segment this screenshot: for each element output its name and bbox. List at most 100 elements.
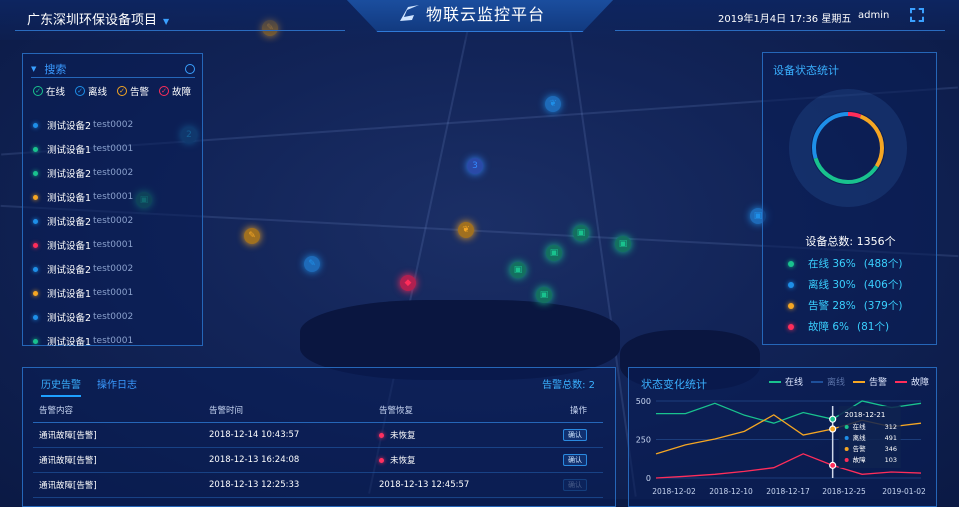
donut-outer-ring [789,89,907,207]
device-name: 测试设备2 [47,169,92,180]
x-tick-label: 2019-01-02 [882,487,926,496]
column-header: 告警时间 [203,398,373,423]
stat-count: (81个) [857,321,890,333]
map-marker-icon[interactable]: ❦ [458,222,474,238]
tooltip-point [829,461,837,469]
recovery-text: 2018-12-13 12:45:57 [379,479,470,490]
tab-operation-log[interactable]: 操作日志 [97,380,137,391]
divider [615,30,945,31]
y-tick-label: 250 [636,436,651,445]
tooltip-name: 在线 [853,422,867,431]
column-header: 操作 [553,398,603,423]
search-bar[interactable]: ▼ 搜索 [31,60,195,78]
tooltip-name: 故障 [853,455,867,464]
device-list-item[interactable]: 测试设备2 test0002 [33,118,133,132]
confirm-button[interactable]: 确认 [563,453,587,466]
user-name[interactable]: admin [858,10,890,21]
project-name: 广东深圳环保设备项目 [27,13,158,28]
device-list-item[interactable]: 测试设备2 test0002 [33,310,133,324]
search-icon[interactable] [185,63,195,74]
status-dot [33,194,38,200]
device-id: test0001 [93,192,134,202]
map-marker-icon[interactable]: ▣ [546,245,562,261]
project-selector[interactable]: 广东深圳环保设备项目 ▼ [27,9,169,28]
device-id: test0001 [93,288,134,298]
map-marker-icon[interactable]: ▣ [536,287,552,303]
device-list-item[interactable]: 测试设备2 test0002 [33,166,133,180]
map-marker-icon[interactable]: ◆ [400,275,416,291]
header: 广东深圳环保设备项目 ▼ 物联云监控平台 2019年1月4日 17:36 星期五 … [0,0,959,40]
device-id: test0002 [93,264,134,274]
filter-0[interactable]: ✓ 在线 [33,84,65,98]
x-tick-label: 2018-12-10 [709,487,753,496]
alarm-content: 通讯故障[告警] [33,447,203,473]
fullscreen-icon[interactable] [910,8,924,22]
y-tick-label: 500 [636,397,651,406]
device-list-item[interactable]: 测试设备2 test0002 [33,214,133,228]
device-list-item[interactable]: 测试设备1 test0001 [33,142,133,156]
status-dot [33,242,38,248]
alarm-content: 通讯故障[告警] [33,472,203,498]
filter-label: 在线 [46,87,66,98]
unrecovered-dot [379,432,384,438]
legend-label[interactable]: 在线 [785,376,803,388]
map-marker-icon[interactable]: ✎ [304,256,320,272]
stat-label: 离线 30% [808,279,856,291]
device-name: 测试设备2 [47,121,92,132]
stat-legend-item: 离线 30% (406个) [788,277,902,292]
map-marker-icon[interactable]: ✎ [244,228,260,244]
device-list-item[interactable]: 测试设备1 test0001 [33,286,133,300]
series-line-在线 [656,400,922,424]
title-frame [345,0,615,32]
tab-history-alarms[interactable]: 历史告警 [41,376,81,397]
legend-label[interactable]: 告警 [869,376,887,388]
device-list-item[interactable]: 测试设备1 test0001 [33,190,133,204]
confirm-button[interactable]: 确认 [563,428,587,441]
filter-2[interactable]: ✓ 告警 [117,84,149,98]
donut-segment [812,112,884,184]
map-marker-icon[interactable]: ▣ [615,236,631,252]
tooltip-dot [844,436,849,440]
filter-1[interactable]: ✓ 离线 [75,84,107,98]
device-list-item[interactable]: 测试设备1 test0001 [33,238,133,252]
legend-label[interactable]: 离线 [827,376,845,388]
tooltip-point [829,415,837,423]
check-icon: ✓ [75,86,86,96]
status-dot [33,170,38,176]
map-cluster[interactable]: 3 [467,158,483,174]
legend-label[interactable]: 故障 [911,376,929,388]
filter-3[interactable]: ✓ 故障 [159,84,191,98]
stat-count: (488个) [863,258,903,270]
status-filters: ✓ 在线 ✓ 离线 ✓ 告警 ✓ 故障 [33,84,191,98]
donut-segment [812,112,884,184]
confirm-button[interactable]: 确认 [563,478,587,491]
device-list-item[interactable]: 测试设备1 test0001 [33,334,133,348]
device-id: test0002 [93,216,134,226]
tooltip-box [838,406,901,468]
device-name: 测试设备2 [47,265,92,276]
device-list-panel: ▼ 搜索 ✓ 在线 ✓ 离线 ✓ 告警 ✓ 故障 测试设备2 test0002 测试设备1 test… [22,53,203,348]
device-id: test0002 [93,168,134,178]
filter-label: 故障 [172,87,192,98]
tooltip-point [829,425,837,433]
map-marker-icon[interactable]: ❦ [545,96,561,112]
map-marker-icon[interactable]: ▣ [510,262,526,278]
logo-icon [400,5,419,21]
alarm-time: 2018-12-13 16:24:08 [203,447,373,473]
stat-label: 故障 6% [808,321,849,333]
status-dot [788,302,794,309]
stat-legend-item: 在线 36% (488个) [788,256,902,271]
filter-label: 离线 [88,87,108,98]
tooltip-value: 346 [885,445,897,453]
device-name: 测试设备1 [47,241,92,252]
alarm-table: 告警内容 告警时间 告警恢复 操作 通讯故障[告警] 2018-12-14 10:… [33,398,603,498]
chevron-down-icon: ▼ [163,17,170,26]
table-row: 通讯故障[告警] 2018-12-13 16:24:08 未恢复 确认 [33,447,603,473]
alarm-recovery: 未恢复 [373,422,553,448]
device-list-item[interactable]: 测试设备2 test0002 [33,262,133,276]
panel-title: 设备状态统计 [773,64,839,77]
recovery-text: 未恢复 [390,430,416,441]
map-marker-icon[interactable]: ▣ [573,225,589,241]
x-tick-label: 2018-12-17 [766,487,810,496]
device-id: test0002 [93,120,134,130]
